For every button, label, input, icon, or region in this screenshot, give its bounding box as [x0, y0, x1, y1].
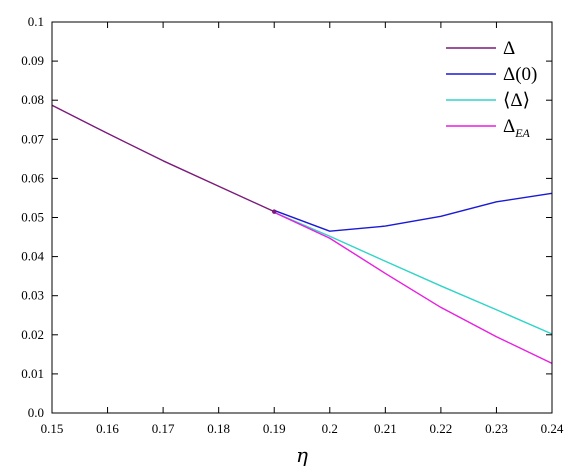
x-tick-label: 0.19 [263, 421, 286, 436]
y-tick-label: 0.03 [21, 288, 44, 303]
legend: Δ Δ(0) ⟨Δ⟩ ΔEA [446, 38, 537, 140]
x-tick-label: 0.16 [96, 421, 119, 436]
y-tick-label: 0.01 [21, 366, 44, 381]
y-tick-label: 0.06 [21, 170, 44, 185]
y-tick-label: 0.04 [21, 249, 44, 264]
x-tick-label: 0.23 [485, 421, 508, 436]
series-line-2 [273, 211, 553, 335]
y-tick-label: 0.09 [21, 53, 44, 68]
series-line-1 [273, 192, 553, 232]
x-tick-label: 0.17 [152, 421, 175, 436]
y-tick-label: 0.0 [28, 405, 44, 420]
x-tick-label: 0.15 [41, 421, 64, 436]
x-tick-label: 0.18 [207, 421, 230, 436]
series-line-3 [273, 211, 553, 364]
legend-label-3: ΔEA [503, 116, 531, 140]
series-line-0 [51, 104, 275, 213]
x-axis-label: η [296, 443, 308, 467]
plot-frame [51, 21, 553, 414]
legend-label-0: Δ [503, 38, 515, 59]
x-tick-label: 0.21 [374, 421, 397, 436]
series-layer [51, 104, 553, 364]
y-tick-label: 0.05 [21, 210, 44, 225]
data-point-marker-0 [272, 209, 277, 214]
y-tick-label: 0.02 [21, 327, 44, 342]
legend-label-2: ⟨Δ⟩ [503, 90, 530, 111]
y-tick-label: 0.07 [21, 131, 44, 146]
y-tick-label: 0.1 [28, 14, 44, 29]
y-tick-label: 0.08 [21, 92, 44, 107]
x-tick-label: 0.2 [322, 421, 338, 436]
legend-label-1: Δ(0) [503, 64, 537, 85]
axes-layer: 0.15 0.16 0.17 0.18 0.19 0.2 0.21 0.22 0.23 0.24 0… [21, 14, 564, 436]
x-tick-label: 0.22 [430, 421, 453, 436]
x-tick-label: 0.24 [541, 421, 564, 436]
